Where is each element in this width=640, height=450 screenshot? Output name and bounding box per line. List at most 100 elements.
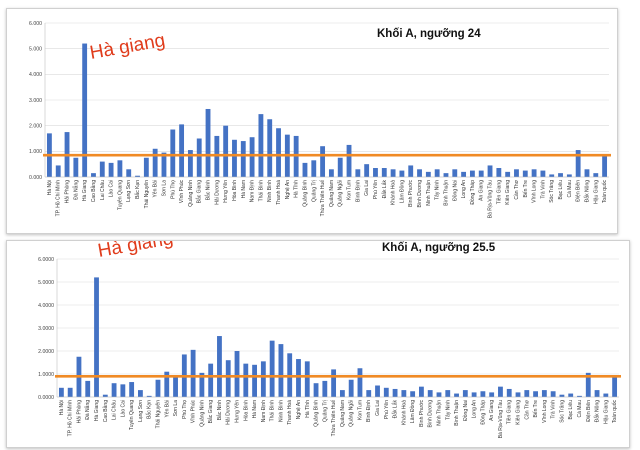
category-label: Phú Yên: [384, 400, 390, 419]
bar: [427, 390, 433, 397]
category-label: Ninh Thuận: [436, 400, 442, 426]
category-label: Thừa Thiên Huế: [331, 400, 337, 437]
bar: [401, 390, 407, 397]
bar: [612, 376, 618, 397]
category-label: Bình Dương: [428, 400, 434, 428]
category-label: Kon Tum: [357, 400, 363, 420]
category-label: Bắc Kạn: [134, 180, 141, 199]
category-label: An Giang: [479, 180, 485, 201]
category-label: Bình Thuận: [443, 180, 449, 206]
category-label: Vĩnh Long: [542, 400, 548, 423]
bar: [381, 168, 387, 177]
category-label: Bình Định: [366, 400, 372, 422]
bar: [328, 169, 334, 177]
category-label: Quảng Ninh: [199, 400, 205, 427]
bar: [190, 349, 196, 397]
bar: [179, 124, 185, 177]
category-label: Phú Thọ: [182, 400, 188, 419]
category-label: Bình Dương: [417, 180, 423, 208]
bar: [577, 395, 582, 397]
bar: [417, 169, 422, 177]
bar: [102, 394, 108, 397]
category-label: Cà Mau: [577, 400, 583, 418]
bar: [603, 393, 609, 397]
category-label: Phú Thọ: [170, 180, 176, 199]
category-label: Gia Lai: [375, 400, 381, 416]
category-label: Đắk Nông: [594, 400, 601, 422]
category-label: Thái Nguyên: [144, 180, 150, 209]
bar: [55, 165, 61, 177]
category-label: Yên Bái: [164, 400, 170, 418]
category-label: Vĩnh Long: [532, 180, 538, 203]
category-label: Bình Phước: [419, 400, 425, 427]
bar: [320, 146, 326, 177]
bar: [146, 395, 152, 397]
bar: [331, 369, 337, 397]
category-label: Đồng Nai: [452, 180, 458, 201]
chart-panel-bottom: 0.0000 1.0000 2.0000 3.0000 4.0000 5.0000 6.00…: [6, 240, 630, 448]
bar: [602, 155, 608, 177]
y-tick-label: 0.000: [29, 175, 42, 181]
bar: [366, 390, 372, 397]
category-label: Thanh Hoá: [287, 400, 293, 425]
category-label: Lào Cai: [109, 180, 115, 197]
category-label: Hải Dương: [214, 180, 220, 205]
bar: [85, 380, 91, 397]
category-label: Lạng Sơn: [126, 180, 132, 202]
category-label: Lạng Sơn: [138, 400, 144, 422]
bar: [524, 390, 530, 397]
bar: [234, 351, 240, 397]
category-label: Thái Bình: [258, 180, 264, 202]
category-label: Thái Bình: [270, 400, 276, 422]
bar: [399, 170, 405, 177]
bar: [170, 129, 176, 177]
bar: [243, 363, 249, 397]
bar: [173, 375, 178, 397]
category-label: Hà Nam: [241, 180, 247, 198]
category-label: Quảng Ngãi: [349, 400, 355, 427]
category-label: Hà Giang: [94, 400, 100, 421]
category-label: Quảng Ngãi: [338, 180, 344, 207]
bar: [558, 173, 563, 177]
category-label: Bắc Giang: [207, 400, 214, 424]
category-label: Long An: [461, 180, 467, 199]
bar: [549, 174, 555, 177]
category-label: Sơn La: [173, 400, 179, 417]
category-label: Cao Bằng: [102, 400, 109, 422]
bar: [375, 385, 380, 397]
category-label: Tây Ninh: [445, 400, 451, 420]
category-label: Đắk Lắk: [392, 400, 399, 419]
bar: [252, 364, 257, 397]
category-label: Hưng Yên: [235, 400, 241, 423]
bar: [138, 390, 143, 397]
bar: [348, 379, 354, 397]
bar: [120, 384, 126, 397]
bar: [489, 392, 495, 397]
bar: [278, 344, 284, 397]
category-label: Bà Rịa-Vũng Tàu: [488, 180, 494, 218]
bar: [584, 169, 590, 177]
category-label: Trà Vinh: [540, 180, 546, 199]
bar: [568, 393, 574, 397]
y-tick-label: 6.0000: [38, 257, 54, 263]
category-label: Đắk Lắk: [381, 180, 388, 199]
category-label: Trà Vinh: [551, 400, 557, 419]
bar: [240, 141, 246, 177]
bar: [383, 387, 389, 397]
category-label: An Giang: [489, 400, 495, 421]
bar: [434, 169, 440, 177]
bar: [187, 150, 193, 177]
y-tick-label: 4.0000: [38, 303, 54, 309]
bar: [99, 161, 105, 177]
bar: [217, 336, 222, 397]
bar: [478, 170, 484, 177]
chart-panel-top: 0.000 1.000 2.000 3.000 4.000 5.000 6.000 Hà Nộ…: [6, 8, 618, 234]
y-tick-label: 1.0000: [38, 372, 54, 378]
category-label: Nghệ An: [296, 400, 302, 419]
bar: [364, 164, 370, 177]
y-tick-label: 6.000: [29, 21, 42, 27]
bar: [505, 171, 511, 177]
category-label: Nam Định: [261, 400, 267, 422]
category-label: Đà Nẵng: [84, 400, 91, 420]
bar: [487, 165, 493, 177]
